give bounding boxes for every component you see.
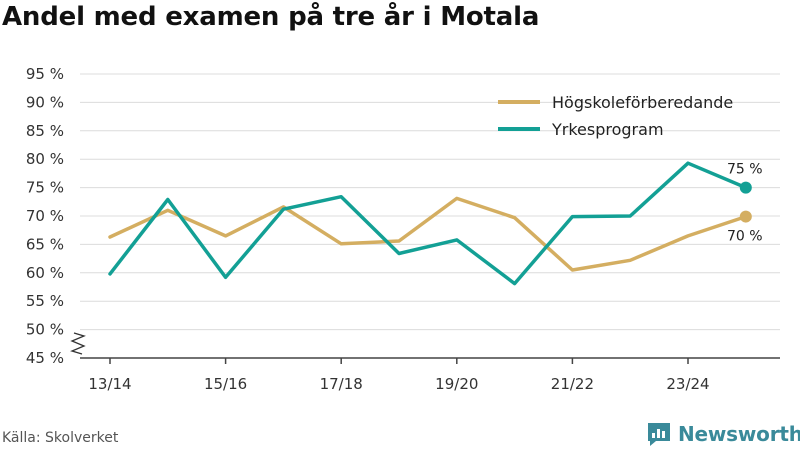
y-tick-label: 70 % — [26, 207, 64, 225]
y-tick-label: 60 % — [26, 264, 64, 282]
series-line-2 — [108, 161, 748, 286]
x-tick-label: 21/22 — [551, 375, 594, 393]
series-end-point-1 — [739, 210, 752, 223]
legend-label: Yrkesprogram — [551, 120, 664, 139]
y-tick-label: 65 % — [26, 235, 64, 253]
series-end-point-2 — [739, 181, 752, 194]
y-tick-label: 80 % — [26, 150, 64, 168]
series-end-label-1: 70 % — [727, 229, 763, 245]
newsworthy-logo-icon — [648, 423, 670, 446]
y-tick-label: 55 % — [26, 292, 64, 310]
x-tick-label: 17/18 — [320, 375, 363, 393]
gridlines — [80, 73, 780, 359]
x-tick-label: 19/20 — [435, 375, 478, 393]
x-tick-label: 15/16 — [204, 375, 247, 393]
y-tick-label: 90 % — [26, 93, 64, 111]
y-tick-label: 50 % — [26, 321, 64, 339]
x-tick-label: 13/14 — [88, 375, 131, 393]
chart-title: Andel med examen på tre år i Motala — [2, 2, 540, 32]
x-axis-ticks: 13/14 15/16 17/18 19/20 21/22 23/24 — [88, 358, 710, 393]
y-tick-label: 95 % — [26, 65, 64, 83]
axis-break-line — [70, 332, 86, 355]
series-group: 70 % 75 % — [108, 161, 763, 286]
series-line-1 — [108, 196, 748, 272]
legend-label: Högskoleförberedande — [552, 93, 733, 112]
y-tick-label: 85 % — [26, 122, 64, 140]
legend: Högskoleförberedande Yrkesprogram — [498, 93, 733, 139]
x-tick-label: 23/24 — [666, 375, 709, 393]
brand-name: Newsworthy — [678, 422, 800, 446]
axis-break-icon — [70, 332, 86, 355]
y-tick-label: 45 % — [26, 349, 64, 367]
brand: Newsworthy — [646, 420, 800, 448]
y-tick-label: 75 % — [26, 179, 64, 197]
series-end-label-2: 75 % — [727, 162, 763, 178]
y-axis-ticks: 45 % 50 % 55 % 60 % 65 % 70 % 75 % 80 % 85 % 90 %… — [26, 65, 64, 367]
source-note: Källa: Skolverket — [2, 430, 119, 446]
